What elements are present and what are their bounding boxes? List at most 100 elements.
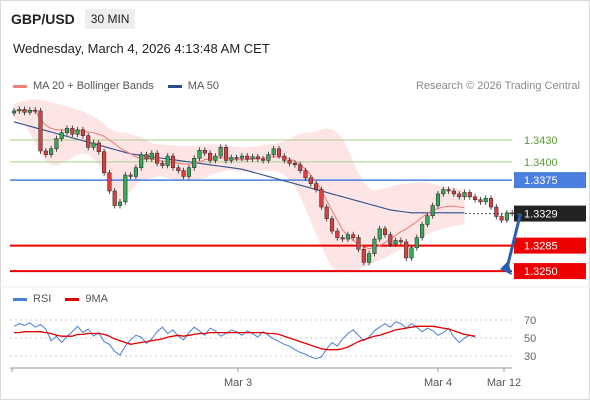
candle-body xyxy=(308,177,313,184)
candle-body xyxy=(282,155,287,161)
candle-body xyxy=(218,147,223,157)
candle-body xyxy=(510,212,515,215)
candle-body xyxy=(22,109,27,113)
candle-body xyxy=(356,237,361,250)
candle-body xyxy=(165,155,170,166)
legend-9ma: 9MA xyxy=(65,293,108,305)
candle-body xyxy=(123,174,128,203)
projection-arrow-line xyxy=(505,213,522,269)
candle-body xyxy=(59,132,64,139)
candle-body xyxy=(117,201,123,206)
candle-body xyxy=(504,212,509,221)
ma20-legend-label: MA 20 + Bollinger Bands xyxy=(33,80,154,92)
candle-body xyxy=(446,189,451,192)
candle-body xyxy=(213,155,218,161)
candle-body xyxy=(139,154,144,168)
timeframe-badge[interactable]: 30 MIN xyxy=(84,9,136,29)
candle-body xyxy=(467,192,472,198)
candle-body xyxy=(43,150,48,155)
candle-body xyxy=(319,189,324,208)
candle-body xyxy=(170,155,176,168)
pivot-tag xyxy=(514,172,586,189)
candle-body xyxy=(155,152,160,164)
candle-body xyxy=(303,170,308,179)
candle-body xyxy=(181,170,186,177)
candle-body xyxy=(361,248,366,263)
candle-body xyxy=(377,228,382,240)
candle-body xyxy=(393,240,398,245)
candle-body xyxy=(54,138,59,150)
candle-body xyxy=(271,148,276,155)
level-label: 1.3430 xyxy=(524,135,558,147)
candle-body xyxy=(176,167,181,171)
candle-body xyxy=(414,237,419,249)
candle-body xyxy=(420,224,425,238)
candle-body xyxy=(91,142,96,148)
candle-body xyxy=(149,152,154,160)
candle-body xyxy=(80,129,85,136)
candle-body xyxy=(478,199,483,203)
candle-body xyxy=(451,190,456,195)
level-label: 1.3329 xyxy=(524,209,558,221)
candle-body xyxy=(335,230,340,238)
research-credit: Research © 2026 Trading Central xyxy=(415,80,580,92)
rsi-tick-label: 50 xyxy=(524,333,536,345)
candle-body xyxy=(398,240,403,243)
candle-body xyxy=(488,198,494,208)
legend-rsi: RSI xyxy=(13,293,51,305)
candle-body xyxy=(298,164,303,171)
rsi-legend: RSI 9MA xyxy=(13,293,122,305)
candle-body xyxy=(250,156,255,160)
candle-body xyxy=(340,237,345,240)
bollinger-band xyxy=(14,99,465,273)
candle-body xyxy=(208,152,213,161)
candle-body xyxy=(329,218,335,232)
projection-arrow-head xyxy=(500,261,512,276)
rsi-tick-label: 70 xyxy=(524,315,536,327)
candle-body xyxy=(499,216,504,221)
level-label: 1.3285 xyxy=(524,241,558,253)
candle-body xyxy=(107,172,112,192)
candle-body xyxy=(160,163,165,166)
rsi-9ma-line xyxy=(14,325,476,351)
candle-body xyxy=(266,154,271,161)
legend-ma20: MA 20 + Bollinger Bands xyxy=(13,80,154,92)
candle-body xyxy=(229,157,234,161)
candle-body xyxy=(33,109,38,112)
candle-body xyxy=(255,156,260,160)
candle-body xyxy=(430,205,435,217)
ma9-swatch xyxy=(65,297,80,301)
x-tick-label: Mar 12 xyxy=(487,377,521,389)
legend-ma50: MA 50 xyxy=(167,80,219,92)
candle-body xyxy=(38,110,43,152)
candle-body xyxy=(261,158,266,161)
price-legend: MA 20 + Bollinger Bands MA 50 xyxy=(13,80,233,92)
symbol-label: GBP/USD xyxy=(11,11,75,27)
candle-body xyxy=(133,167,138,177)
candle-body xyxy=(435,193,441,206)
candle-body xyxy=(292,163,297,166)
candle-body xyxy=(372,238,377,254)
candle-body xyxy=(86,135,91,148)
candle-body xyxy=(102,151,107,174)
candle-body xyxy=(202,149,207,154)
chart-datetime: Wednesday, March 4, 2026 4:13:48 AM CET xyxy=(13,41,270,56)
candle-body xyxy=(483,198,488,203)
candle-body xyxy=(128,174,133,177)
candle-body xyxy=(473,196,478,200)
candle-body xyxy=(324,206,329,219)
candle-body xyxy=(234,157,239,159)
candle-body xyxy=(345,234,350,240)
candle-body xyxy=(144,154,149,160)
candle-body xyxy=(192,157,197,168)
ma50-swatch xyxy=(167,84,182,88)
candle-body xyxy=(425,215,430,225)
candle-body xyxy=(239,155,244,159)
candle-body xyxy=(287,160,292,164)
candle-body xyxy=(351,234,356,238)
ma9-legend-label: 9MA xyxy=(85,293,108,305)
candle-body xyxy=(17,109,22,112)
level-label: 1.3250 xyxy=(524,266,558,278)
candle-body xyxy=(11,110,17,114)
